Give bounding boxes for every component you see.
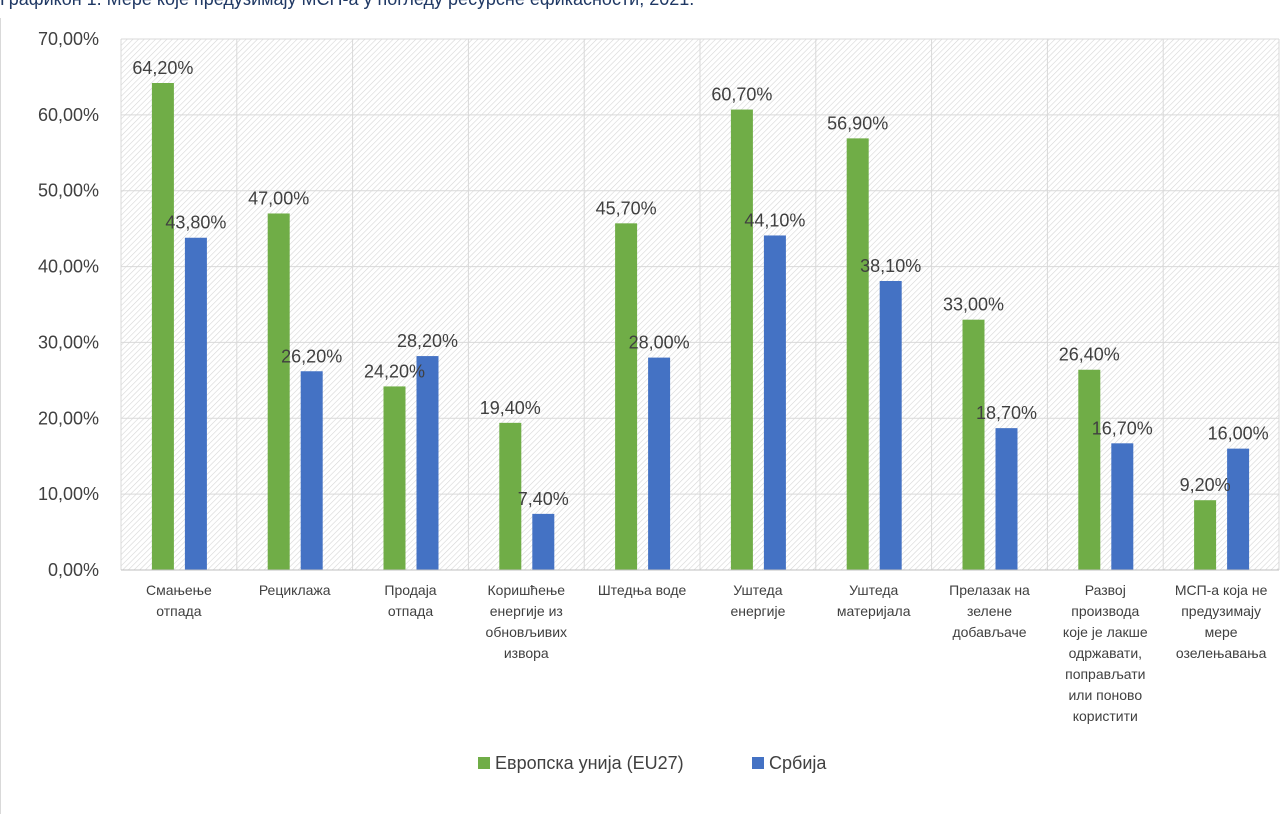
legend-label-eu27: Европска унија (EU27) — [495, 753, 684, 773]
bar-serbia — [416, 356, 439, 570]
bar-serbia — [1111, 443, 1134, 570]
legend-swatch-eu27 — [478, 757, 490, 769]
x-axis: Смањење отпада Рециклажа Продаја отпада Кориш… — [121, 569, 1279, 724]
y-tick-label: 50,00% — [38, 181, 99, 201]
bar-eu27 — [499, 422, 522, 570]
category-label: Развој производа које је лакше одржавати, по… — [1063, 582, 1148, 724]
data-labels: 64,20% 47,00% 24,20% 19,40% 45,70% 60,70% 56,9… — [132, 58, 1268, 509]
data-label-serbia: 38,10% — [860, 256, 921, 276]
data-label-eu27: 33,00% — [943, 295, 1004, 315]
data-label-eu27: 60,70% — [711, 85, 772, 105]
bar-eu27 — [615, 223, 638, 570]
bar-serbia — [300, 371, 323, 570]
category-label: Прелазак на зелене добављаче — [949, 582, 1030, 640]
y-tick-label: 60,00% — [38, 105, 99, 125]
y-tick-label: 70,00% — [38, 29, 99, 49]
y-tick-label: 10,00% — [38, 484, 99, 504]
bar-eu27 — [151, 82, 174, 571]
data-label-eu27: 24,20% — [364, 361, 425, 381]
bar-eu27 — [1194, 500, 1217, 570]
bar-eu27 — [1078, 369, 1101, 570]
data-label-eu27: 64,20% — [132, 58, 193, 78]
category-label: Уштеда материјала — [837, 582, 911, 619]
y-tick-label: 0,00% — [48, 560, 99, 580]
chart-title: Графикон 1. Мере које предузимају МСП-а … — [0, 0, 1286, 11]
bar-eu27 — [730, 109, 753, 570]
data-label-serbia: 18,70% — [976, 403, 1037, 423]
data-label-eu27: 19,40% — [480, 398, 541, 418]
legend-label-serbia: Србија — [769, 753, 827, 773]
data-label-serbia: 7,40% — [518, 489, 569, 509]
data-label-serbia: 44,10% — [744, 210, 805, 230]
data-label-eu27: 47,00% — [248, 188, 309, 208]
bar-serbia — [184, 237, 207, 570]
y-tick-label: 40,00% — [38, 257, 99, 277]
data-label-eu27: 9,20% — [1180, 475, 1231, 495]
legend: Европска унија (EU27) Србија — [478, 753, 827, 773]
data-label-serbia: 16,00% — [1208, 424, 1269, 444]
data-label-serbia: 26,20% — [281, 346, 342, 366]
category-label: Уштеда енергије — [730, 582, 785, 619]
bar-eu27 — [383, 386, 406, 570]
bar-chart: 0,00% 10,00% 20,00% 30,00% 40,00% 50,00% 60,00… — [38, 29, 1280, 773]
data-label-eu27: 56,90% — [827, 113, 888, 133]
bars — [151, 82, 1250, 571]
data-label-serbia: 43,80% — [165, 213, 226, 233]
category-label: МСП-а која не предузимају мере озелењавања — [1175, 582, 1268, 661]
category-label: Рециклажа — [259, 582, 331, 598]
category-label: Продаја отпада — [384, 582, 436, 619]
bar-serbia — [648, 357, 671, 570]
data-label-eu27: 45,70% — [596, 198, 657, 218]
bar-serbia — [532, 513, 555, 570]
bar-serbia — [879, 280, 902, 570]
bar-eu27 — [267, 213, 290, 570]
chart-frame: 0,00% 10,00% 20,00% 30,00% 40,00% 50,00% 60,00… — [0, 18, 1286, 814]
data-label-serbia: 28,20% — [397, 331, 458, 351]
category-label: Коришћење енергије из обновљивих извора — [486, 582, 568, 661]
bar-eu27 — [962, 319, 985, 570]
legend-swatch-serbia — [752, 757, 764, 769]
y-axis: 0,00% 10,00% 20,00% 30,00% 40,00% 50,00% 60,00… — [38, 29, 99, 580]
bar-serbia — [763, 235, 786, 570]
bar-eu27 — [846, 138, 869, 570]
bar-serbia — [995, 428, 1018, 570]
y-tick-label: 30,00% — [38, 332, 99, 352]
y-tick-label: 20,00% — [38, 408, 99, 428]
data-label-eu27: 26,40% — [1059, 345, 1120, 365]
data-label-serbia: 16,70% — [1092, 418, 1153, 438]
category-label: Штедња воде — [598, 582, 687, 598]
data-label-serbia: 28,00% — [629, 333, 690, 353]
bar-serbia — [1227, 448, 1250, 570]
category-label: Смањење отпада — [146, 582, 212, 619]
